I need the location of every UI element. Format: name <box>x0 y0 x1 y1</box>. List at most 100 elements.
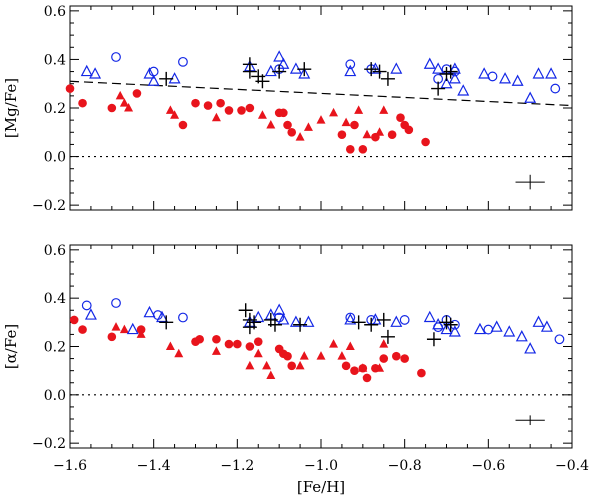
data-point-open-triangle <box>80 64 93 77</box>
data-point-filled-circle <box>245 342 255 351</box>
y-tick-label: 0.6 <box>44 243 66 259</box>
data-point-open-triangle <box>440 76 453 89</box>
data-point-filled-triangle <box>211 112 221 122</box>
data-point-plus <box>293 317 308 332</box>
data-point-plus <box>159 71 174 86</box>
x-tick-label: −1.4 <box>137 458 171 474</box>
alpha-fe-panel: −1.6 −1.4 −1.2 −1.0 −0.8 −0.6 −0.4 −0.2 0.0 0.2 0.… <box>2 243 589 496</box>
y-tick-label: 0.0 <box>44 388 66 404</box>
data-point-open-circle <box>81 300 92 311</box>
data-point-filled-triangle <box>362 129 372 139</box>
data-point-filled-triangle <box>266 120 276 129</box>
y-tick-label: 0.0 <box>44 150 66 166</box>
data-point-plus <box>364 62 379 77</box>
y-tick-label: 0.2 <box>44 101 66 117</box>
data-point-open-circle <box>178 56 188 67</box>
data-point-open-triangle <box>369 62 382 74</box>
data-point-filled-circle <box>132 89 142 98</box>
data-point-open-triangle <box>277 313 290 325</box>
data-point-open-triangle <box>524 342 537 354</box>
data-point-filled-triangle <box>266 370 276 379</box>
data-point-filled-triangle <box>295 132 305 141</box>
data-point-filled-circle <box>65 84 75 93</box>
data-point-open-triangle <box>532 67 545 79</box>
data-point-open-triangle <box>499 72 512 84</box>
data-point-filled-circle <box>337 130 347 140</box>
plot-frame <box>69 5 573 211</box>
data-point-filled-circle <box>358 144 368 154</box>
data-point-filled-circle <box>216 98 225 108</box>
data-point-open-triangle <box>143 305 156 318</box>
data-point-filled-triangle <box>379 105 389 114</box>
data-point-open-triangle <box>277 57 290 69</box>
mg-fe-panel: −0.2 0.0 0.2 0.4 0.6 [Mg/Fe] <box>2 4 573 214</box>
data-point-filled-circle <box>224 339 234 349</box>
data-point-open-triangle <box>369 313 382 325</box>
data-point-plus <box>255 74 270 89</box>
x-tick-label: −0.4 <box>555 458 589 474</box>
data-point-filled-circle <box>107 332 117 342</box>
data-point-open-circle <box>111 298 121 308</box>
data-point-filled-triangle <box>341 117 351 127</box>
x-tick-label: −1.2 <box>220 458 254 474</box>
data-point-open-circle <box>554 334 565 345</box>
y-axis-label: [α/Fe] <box>2 324 20 369</box>
data-point-plus <box>364 317 379 332</box>
data-point-filled-triangle <box>375 127 385 136</box>
data-point-filled-circle <box>404 125 414 135</box>
data-point-plus <box>247 315 262 330</box>
data-point-filled-triangle <box>316 115 326 124</box>
data-point-filled-triangle <box>245 360 255 370</box>
x-tick-label: −0.8 <box>388 458 422 474</box>
data-point-open-triangle <box>273 50 286 62</box>
data-point-open-triangle <box>344 64 357 77</box>
y-tick-label: −0.2 <box>32 436 66 452</box>
x-tick-label: −1.6 <box>53 458 87 474</box>
data-point-open-triangle <box>478 67 491 79</box>
data-point-filled-circle <box>237 106 246 115</box>
data-point-open-triangle <box>147 74 160 86</box>
data-point-plus <box>443 317 458 332</box>
data-point-open-triangle <box>289 315 302 327</box>
data-point-open-circle <box>487 71 498 82</box>
data-point-open-circle <box>399 315 410 325</box>
data-point-plus <box>242 64 257 79</box>
data-point-filled-circle <box>400 354 409 363</box>
data-point-plus <box>372 64 387 79</box>
data-point-open-triangle <box>540 320 553 332</box>
data-point-open-circle <box>483 324 494 335</box>
data-point-open-triangle <box>423 57 436 69</box>
data-point-plus <box>443 64 458 79</box>
y-tick-label: 0.2 <box>44 340 66 356</box>
data-point-open-triangle <box>264 64 277 77</box>
plot-frame <box>69 244 573 449</box>
data-point-open-circle <box>111 52 121 62</box>
data-point-open-triangle <box>252 310 265 323</box>
data-point-open-triangle <box>302 315 315 327</box>
data-point-open-circle <box>550 83 561 94</box>
data-point-filled-triangle <box>124 103 134 112</box>
data-point-filled-triangle <box>345 341 355 350</box>
data-point-filled-triangle <box>165 341 175 350</box>
data-point-open-triangle <box>432 317 445 330</box>
x-axis-label: [Fe/H] <box>297 478 345 496</box>
data-point-open-triangle <box>490 320 503 332</box>
data-point-filled-triangle <box>262 360 272 370</box>
data-point-open-circle <box>345 59 356 70</box>
data-point-open-triangle <box>126 322 139 335</box>
data-point-open-triangle <box>515 330 528 342</box>
data-point-open-triangle <box>503 325 516 337</box>
data-point-filled-triangle <box>119 98 129 107</box>
data-point-plus <box>380 71 395 86</box>
y-tick-label: 0.6 <box>44 4 66 20</box>
data-point-filled-triangle <box>165 105 175 114</box>
data-point-filled-circle <box>233 339 242 349</box>
data-point-plus <box>426 332 441 347</box>
data-point-filled-triangle <box>379 339 389 348</box>
data-point-filled-circle <box>253 337 263 346</box>
data-point-plus <box>431 81 446 96</box>
data-point-filled-circle <box>212 334 221 344</box>
data-point-filled-circle <box>362 373 372 383</box>
data-point-filled-triangle <box>136 329 146 338</box>
data-point-filled-triangle <box>257 110 267 119</box>
